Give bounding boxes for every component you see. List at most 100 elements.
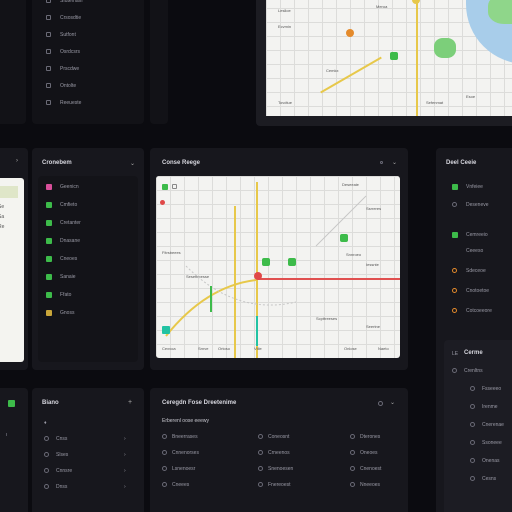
map-label: Iessnte bbox=[366, 262, 379, 267]
map-label: Deseeaie bbox=[342, 182, 359, 187]
top-left-edge bbox=[0, 0, 26, 124]
map-label: Ecvmin bbox=[278, 24, 292, 29]
list-item-label[interactable]: Reeueste bbox=[60, 100, 82, 106]
center-map[interactable]: Deseeaie Ssrreres Snnroeo Iessnte Fitrsb… bbox=[156, 176, 400, 358]
map-pin-red[interactable] bbox=[254, 272, 262, 280]
list-item-label[interactable]: Cesns bbox=[482, 476, 497, 482]
table-cell[interactable]: Crneenos bbox=[268, 450, 290, 456]
list-item-label[interactable]: Geenicn bbox=[60, 184, 79, 190]
table-cell[interactable]: Snenoesen bbox=[268, 466, 294, 472]
list-item-label[interactable]: Cotcoeeore bbox=[466, 308, 492, 314]
map-label: Leslloe bbox=[278, 8, 291, 13]
list-item-label[interactable]: Dnss bbox=[56, 484, 68, 490]
left-card[interactable]: Se Sa Re bbox=[0, 178, 24, 362]
chevron-down-icon[interactable]: ⌄ bbox=[390, 400, 396, 406]
plus-icon[interactable]: + bbox=[128, 399, 133, 406]
map-label: Cemkx bbox=[326, 68, 339, 73]
item-icon bbox=[470, 404, 475, 409]
map-pin-orange[interactable] bbox=[346, 29, 354, 37]
list-item-label[interactable]: Cmfieto bbox=[60, 202, 78, 208]
table-cell[interactable]: Fnereoest bbox=[268, 482, 291, 488]
list-item-label[interactable]: Sdeceoe bbox=[466, 268, 486, 274]
table-cell[interactable]: Cnnenorses bbox=[172, 450, 199, 456]
table-cell[interactable]: Dterones bbox=[360, 434, 381, 440]
map-pin-yellow[interactable] bbox=[412, 0, 420, 4]
list-item-label[interactable]: Sfdtemain bbox=[60, 0, 83, 4]
list-item-label[interactable]: Crenltns bbox=[464, 368, 483, 374]
row-icon bbox=[350, 434, 355, 439]
dropdown-icon[interactable]: ⌄ bbox=[130, 161, 136, 167]
item-icon bbox=[470, 458, 475, 463]
chevron-right-icon[interactable]: › bbox=[124, 484, 126, 490]
list-item-label[interactable]: Fsseeeo bbox=[482, 386, 502, 392]
map-pin-green[interactable] bbox=[262, 258, 270, 266]
list-item-label[interactable]: Sutfont bbox=[60, 32, 76, 38]
table-cell[interactable]: Cneees bbox=[172, 482, 190, 488]
list-icon bbox=[46, 0, 51, 3]
panel-title: Ceregdn Fose Dreetenime bbox=[162, 400, 237, 406]
list-item-label[interactable]: Slses bbox=[56, 452, 69, 458]
list-item-label[interactable]: Cemreeio bbox=[466, 232, 488, 238]
list-item-label[interactable]: Deseneve bbox=[466, 202, 489, 208]
list-item-label[interactable]: Onenas bbox=[482, 458, 500, 464]
table-cell[interactable]: Coneosnt bbox=[268, 434, 290, 440]
item-icon bbox=[44, 452, 49, 457]
item-icon bbox=[46, 256, 52, 262]
row-icon bbox=[258, 482, 263, 487]
square-icon bbox=[172, 184, 177, 189]
list-item-label[interactable]: Dnasane bbox=[60, 238, 81, 244]
list-item-label[interactable]: Cnerenae bbox=[482, 422, 504, 428]
list-item-label[interactable]: Gnoss bbox=[60, 310, 75, 316]
map-pin-green[interactable] bbox=[390, 52, 398, 60]
item-icon bbox=[46, 184, 52, 190]
footer-label: Onlose bbox=[344, 346, 357, 351]
route-red bbox=[258, 278, 400, 280]
section-title: Cerme bbox=[464, 350, 483, 356]
top-map-panel: Leslloe Ecvmin Cemkx Meroa Tovdtue Sefen… bbox=[256, 0, 512, 126]
list-item-label[interactable]: Osrdcsrs bbox=[60, 49, 80, 55]
list-item-label[interactable]: Ffato bbox=[60, 292, 72, 298]
panel-title: Cronebem bbox=[42, 160, 72, 166]
item-icon bbox=[452, 308, 457, 313]
map-label: Tovdtue bbox=[278, 100, 293, 105]
item-icon bbox=[452, 288, 457, 293]
table-cell[interactable]: Bneerrases bbox=[172, 434, 198, 440]
list-item-label[interactable]: Ceeeso bbox=[466, 248, 484, 254]
table-cell[interactable]: Lsnenoesr bbox=[172, 466, 196, 472]
list-item-label[interactable]: Cneoes bbox=[60, 256, 78, 262]
bottom-center-panel: Ceregdn Fose Dreetenime ⌄ Erberenl oose … bbox=[150, 388, 408, 512]
item-icon bbox=[452, 368, 457, 373]
list-item-label[interactable]: Vnfeiee bbox=[466, 184, 483, 190]
checkbox-icon[interactable] bbox=[8, 400, 15, 407]
chevron-down-icon[interactable]: ⌄ bbox=[392, 160, 398, 166]
list-item-label[interactable]: Cretanter bbox=[60, 220, 81, 226]
chevron-right-icon[interactable]: › bbox=[124, 452, 126, 458]
map-label: Sefenmat bbox=[426, 100, 444, 105]
list-item-label[interactable]: Ssoneee bbox=[482, 440, 502, 446]
dot-icon[interactable] bbox=[380, 161, 383, 164]
map-pin-red-small[interactable] bbox=[160, 200, 165, 205]
list-item-label[interactable]: Crsosdtie bbox=[60, 15, 82, 21]
map-pin-green[interactable] bbox=[340, 234, 348, 242]
table-cell[interactable]: Nneeoes bbox=[360, 482, 381, 488]
list-item-label[interactable]: Cnss bbox=[56, 436, 68, 442]
list-item-label[interactable]: Prscdwe bbox=[60, 66, 80, 72]
chevron-right-icon[interactable]: › bbox=[124, 468, 126, 474]
table-cell[interactable]: Cnenoest bbox=[360, 466, 382, 472]
list-item-label[interactable]: Irenme bbox=[482, 404, 498, 410]
item-icon bbox=[470, 422, 475, 427]
map-pin-green[interactable] bbox=[288, 258, 296, 266]
chevron-right-icon[interactable]: › bbox=[16, 158, 18, 164]
list-item-label[interactable]: Cnotoetoe bbox=[466, 288, 490, 294]
list-item-label[interactable]: Cnnsre bbox=[56, 468, 73, 474]
map-label: Esoe bbox=[466, 94, 476, 99]
list-item-label[interactable]: Sanaie bbox=[60, 274, 76, 280]
settings-icon[interactable] bbox=[378, 401, 383, 406]
top-map[interactable]: Leslloe Ecvmin Cemkx Meroa Tovdtue Sefen… bbox=[266, 0, 512, 116]
item-icon bbox=[44, 484, 49, 489]
chevron-right-icon[interactable]: › bbox=[124, 436, 126, 442]
map-label: Fitrsbeees bbox=[162, 250, 181, 255]
list-item-label[interactable]: Ontolte bbox=[60, 83, 77, 89]
item-icon bbox=[470, 440, 475, 445]
table-cell[interactable]: Oneoes bbox=[360, 450, 378, 456]
